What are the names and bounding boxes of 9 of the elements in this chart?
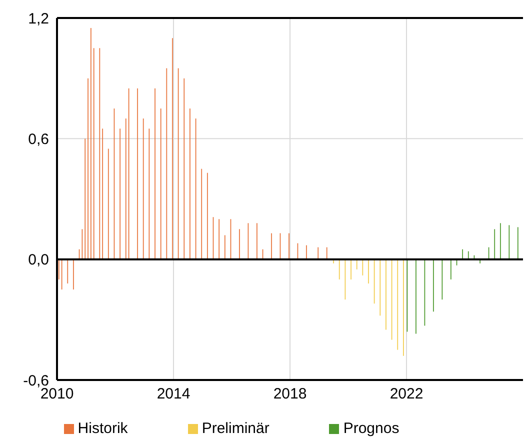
x-tick-label: 2022 bbox=[390, 386, 424, 403]
y-tick-label: 1,2 bbox=[28, 10, 49, 28]
legend-label: Preliminär bbox=[202, 420, 270, 437]
legend-label: Prognos bbox=[343, 420, 400, 437]
x-tick-label: 2014 bbox=[156, 386, 190, 403]
x-tick-label: 2018 bbox=[273, 386, 307, 403]
legend-label: Historik bbox=[78, 420, 128, 437]
y-tick-label: 0,0 bbox=[28, 252, 49, 269]
y-tick-label: 0,6 bbox=[28, 130, 49, 148]
